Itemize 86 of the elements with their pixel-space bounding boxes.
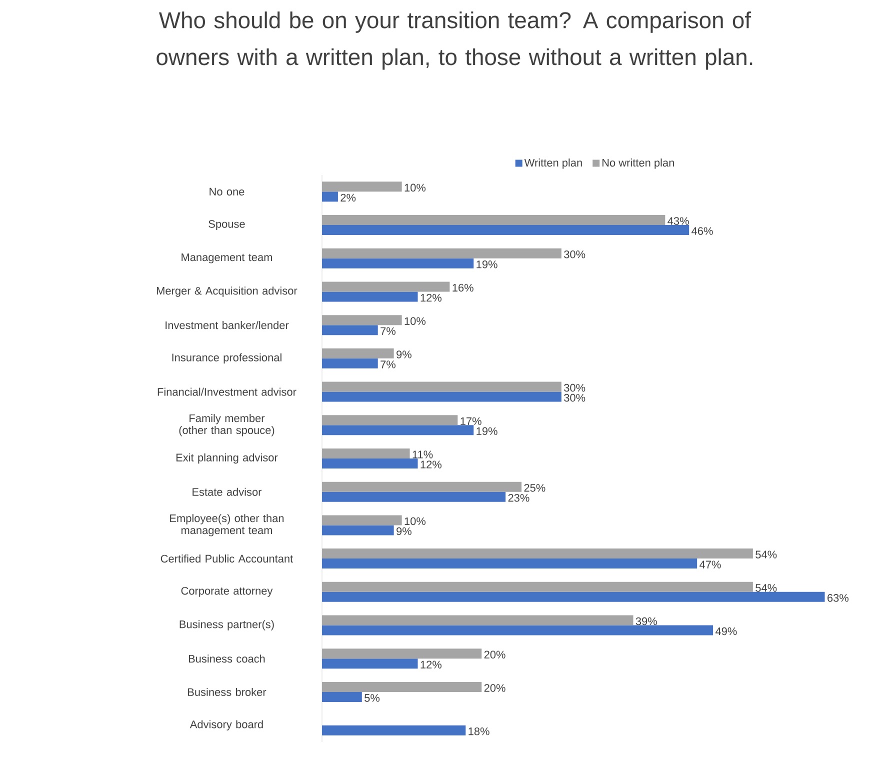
- bar: [322, 415, 458, 426]
- bar: [322, 492, 506, 502]
- data-label: 49%: [715, 627, 737, 636]
- bar: [322, 225, 690, 236]
- data-label: 19%: [476, 260, 498, 268]
- data-label: 12%: [420, 460, 442, 468]
- data-label: 20%: [484, 684, 506, 692]
- data-label: 7%: [380, 327, 396, 335]
- chart-title: Who should be on your transition team? A comparison of owners with a written plan, to those without a written plan.: [156, 12, 752, 70]
- bar: [322, 482, 522, 492]
- bar: [322, 658, 418, 669]
- bar: [322, 382, 562, 392]
- data-label: 54%: [756, 584, 777, 592]
- data-label: 39%: [636, 617, 657, 626]
- y-tick-label: Spouse: [208, 220, 245, 230]
- data-label: 54%: [756, 550, 777, 558]
- bar: [322, 515, 402, 526]
- bar: [322, 448, 410, 458]
- bar: [322, 582, 753, 592]
- bar: [322, 682, 482, 692]
- bar: [322, 725, 466, 736]
- bar: [322, 325, 378, 336]
- legend-label: No written plan: [602, 158, 674, 169]
- data-label: 63%: [828, 594, 848, 602]
- bar: [322, 392, 562, 402]
- data-label: 12%: [420, 294, 442, 302]
- bar: [322, 558, 698, 569]
- data-label: 11%: [412, 450, 433, 458]
- legend-label: Written plan: [524, 158, 582, 169]
- data-label: 18%: [468, 727, 490, 736]
- bar: [322, 192, 338, 202]
- data-label: 2%: [340, 194, 356, 202]
- y-tick-label: Corporate attorney: [181, 586, 273, 597]
- bar: [322, 292, 418, 302]
- bar: [322, 315, 402, 326]
- data-label: 25%: [524, 484, 546, 492]
- y-tick-label: Exit planning advisor: [176, 453, 278, 464]
- data-label: 43%: [668, 217, 689, 225]
- y-tick-label: Certified Public Accountant: [160, 554, 294, 563]
- data-label: 5%: [364, 694, 380, 702]
- y-tick-label: Family member (other than spouce): [179, 414, 274, 436]
- bar: [322, 358, 378, 368]
- data-label: 12%: [420, 660, 442, 668]
- y-tick-label: Merger & Acquisition advisor: [156, 286, 298, 297]
- y-tick-label: Financial/Investment advisor: [158, 388, 296, 396]
- data-label: 10%: [404, 317, 426, 325]
- bar: [322, 548, 753, 559]
- y-tick-label: Business broker: [188, 688, 266, 696]
- data-label: 17%: [460, 417, 482, 425]
- y-tick-label: Business coach: [188, 654, 265, 663]
- bar: [322, 248, 562, 258]
- data-label: 7%: [380, 360, 396, 368]
- data-label: 10%: [404, 184, 426, 192]
- data-label: 9%: [396, 527, 412, 536]
- y-tick-label: Advisory board: [190, 720, 263, 730]
- bar: [322, 648, 482, 659]
- data-label: 47%: [700, 560, 721, 568]
- y-tick-label: Estate advisor: [192, 488, 262, 496]
- bar: [322, 182, 402, 192]
- bar: [322, 692, 362, 702]
- bar: [322, 282, 450, 292]
- bar: [322, 592, 825, 602]
- data-label: 30%: [564, 384, 586, 392]
- y-tick-label: Investment banker/lender: [166, 321, 289, 330]
- data-label: 20%: [484, 650, 506, 658]
- data-label: 19%: [476, 427, 498, 436]
- data-label: 16%: [452, 284, 474, 292]
- bar: [322, 458, 418, 468]
- bar: [322, 625, 714, 636]
- bar: [322, 615, 634, 626]
- y-tick-label: Employee(s) other than management team: [170, 514, 284, 536]
- data-label: 30%: [564, 394, 586, 402]
- bar: [322, 215, 666, 226]
- bar: [322, 425, 474, 436]
- y-tick-label: Business partner(s): [180, 620, 274, 630]
- data-label: 23%: [508, 494, 530, 502]
- data-label: 46%: [692, 227, 713, 235]
- y-tick-label: No one: [210, 188, 244, 196]
- bar: [322, 258, 474, 268]
- data-label: 10%: [404, 517, 426, 526]
- y-tick-label: Insurance professional: [172, 353, 282, 364]
- data-label: 9%: [396, 350, 412, 358]
- bar: [322, 348, 394, 358]
- bar: [322, 525, 394, 536]
- y-tick-label: Management team: [182, 253, 272, 264]
- data-label: 30%: [564, 250, 586, 258]
